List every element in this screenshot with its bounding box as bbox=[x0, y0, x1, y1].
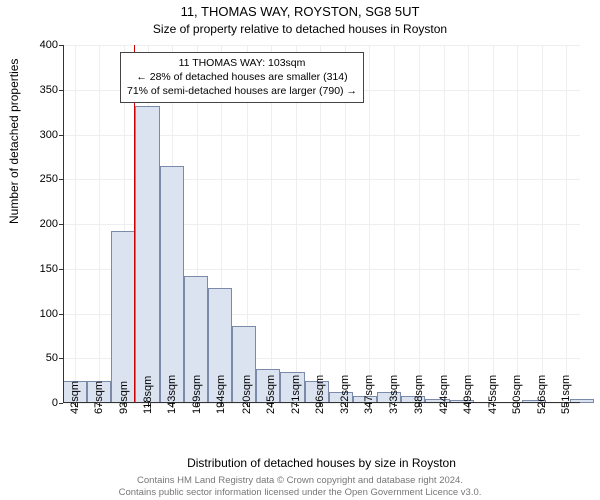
y-axis-line bbox=[63, 45, 64, 403]
info-box: 11 THOMAS WAY: 103sqm ← 28% of detached … bbox=[120, 52, 364, 103]
y-tick-label: 350 bbox=[18, 84, 58, 96]
y-tick-label: 200 bbox=[18, 218, 58, 230]
y-tick-mark bbox=[59, 403, 63, 404]
y-tick-label: 400 bbox=[18, 39, 58, 51]
info-line-1: 11 THOMAS WAY: 103sqm bbox=[127, 56, 357, 70]
grid-line-h bbox=[63, 45, 580, 46]
footer-line-1: Contains HM Land Registry data © Crown c… bbox=[0, 475, 600, 486]
y-tick-label: 0 bbox=[18, 397, 58, 409]
histogram-bar bbox=[135, 106, 159, 403]
grid-line-v bbox=[468, 45, 469, 403]
grid-line-v bbox=[99, 45, 100, 403]
y-tick-label: 300 bbox=[18, 129, 58, 141]
histogram-bar bbox=[111, 231, 135, 403]
info-line-2: ← 28% of detached houses are smaller (31… bbox=[127, 70, 357, 84]
x-axis-title: Distribution of detached houses by size … bbox=[63, 456, 580, 470]
grid-line-v bbox=[75, 45, 76, 403]
grid-line-v bbox=[369, 45, 370, 403]
grid-line-v bbox=[517, 45, 518, 403]
grid-line-v bbox=[419, 45, 420, 403]
y-tick-label: 100 bbox=[18, 308, 58, 320]
y-tick-label: 50 bbox=[18, 352, 58, 364]
info-line-3: 71% of semi-detached houses are larger (… bbox=[127, 84, 357, 98]
grid-line-v bbox=[394, 45, 395, 403]
title-main: 11, THOMAS WAY, ROYSTON, SG8 5UT bbox=[0, 4, 600, 19]
histogram-bar bbox=[160, 166, 184, 403]
grid-line-v bbox=[566, 45, 567, 403]
footer: Contains HM Land Registry data © Crown c… bbox=[0, 475, 600, 498]
grid-line-v bbox=[542, 45, 543, 403]
grid-line-v bbox=[444, 45, 445, 403]
y-tick-label: 250 bbox=[18, 173, 58, 185]
grid-line-v bbox=[493, 45, 494, 403]
title-sub: Size of property relative to detached ho… bbox=[0, 22, 600, 36]
footer-line-2: Contains public sector information licen… bbox=[0, 487, 600, 498]
y-tick-label: 150 bbox=[18, 263, 58, 275]
